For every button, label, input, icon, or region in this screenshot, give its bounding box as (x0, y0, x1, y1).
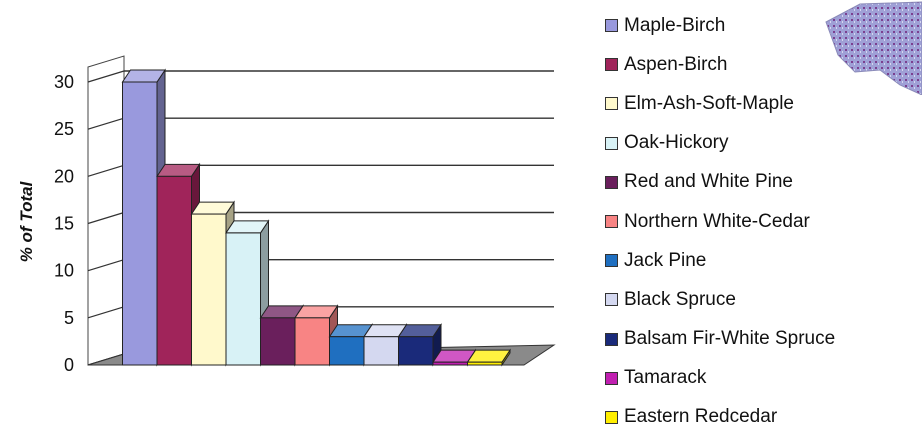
bar (466, 348, 511, 367)
legend-item: Tamarack (605, 359, 835, 398)
legend-item: Elm-Ash-Soft-Maple (605, 84, 835, 123)
gridline-wall (87, 211, 125, 225)
legend-swatch (605, 215, 618, 229)
legend-swatch (605, 175, 618, 189)
legend-label: Elm-Ash-Soft-Maple (624, 92, 794, 114)
legend-swatch (605, 58, 618, 72)
legend-label: Northern White-Cedar (624, 210, 810, 232)
y-tick-label: 30 (54, 72, 74, 92)
legend-label: Aspen-Birch (624, 53, 728, 75)
y-tick-label: 20 (54, 166, 74, 186)
legend-label: Oak-Hickory (624, 132, 729, 154)
gridline-wall (87, 306, 125, 319)
legend-item: Northern White-Cedar (605, 202, 835, 241)
y-axis-label: % of Total (17, 180, 36, 262)
legend-item: Black Spruce (605, 280, 835, 319)
legend-swatch (605, 97, 618, 111)
legend-swatch (605, 19, 618, 33)
legend-label: Jack Pine (624, 249, 707, 271)
y-tick-label: 15 (54, 214, 74, 234)
legend-swatch (605, 371, 618, 385)
y-tick-label: 25 (54, 119, 74, 139)
legend-item: Red and White Pine (605, 163, 835, 202)
legend-item: Maple-Birch (605, 6, 835, 45)
bar-chart: 0 5 10 15 20 25 30 % of Total (17, 55, 556, 375)
gridline-wall (87, 117, 125, 130)
legend-label: Balsam Fir-White Spruce (624, 328, 836, 350)
legend-item: Aspen-Birch (605, 45, 835, 84)
legend-swatch (605, 254, 618, 268)
bar (397, 323, 442, 367)
legend-label: Black Spruce (624, 288, 736, 310)
forest-map-thumbnail (825, 1, 922, 95)
legend-label: Maple-Birch (624, 14, 726, 36)
legend-label: Red and White Pine (624, 171, 793, 193)
y-tick-label: 5 (64, 308, 74, 328)
legend-item: Jack Pine (605, 241, 835, 280)
legend-label: Tamarack (624, 367, 707, 389)
legend-item: Eastern Redcedar (605, 398, 835, 437)
legend-swatch (605, 332, 618, 346)
gridline-wall (87, 164, 125, 177)
side-wall (87, 55, 125, 366)
legend-item: Oak-Hickory (605, 124, 835, 163)
legend-swatch (605, 293, 618, 307)
legend-swatch (605, 136, 618, 150)
y-tick-label: 10 (54, 261, 74, 281)
legend-swatch (605, 410, 618, 424)
chart-legend: Maple-Birch Aspen-Birch Elm-Ash-Soft-Maple… (605, 6, 835, 437)
legend-label: Eastern Redcedar (624, 406, 778, 428)
y-tick-label: 0 (64, 355, 74, 375)
legend-item: Balsam Fir-White Spruce (605, 320, 835, 359)
gridline-wall (87, 259, 125, 272)
gridline-wall (87, 70, 125, 83)
